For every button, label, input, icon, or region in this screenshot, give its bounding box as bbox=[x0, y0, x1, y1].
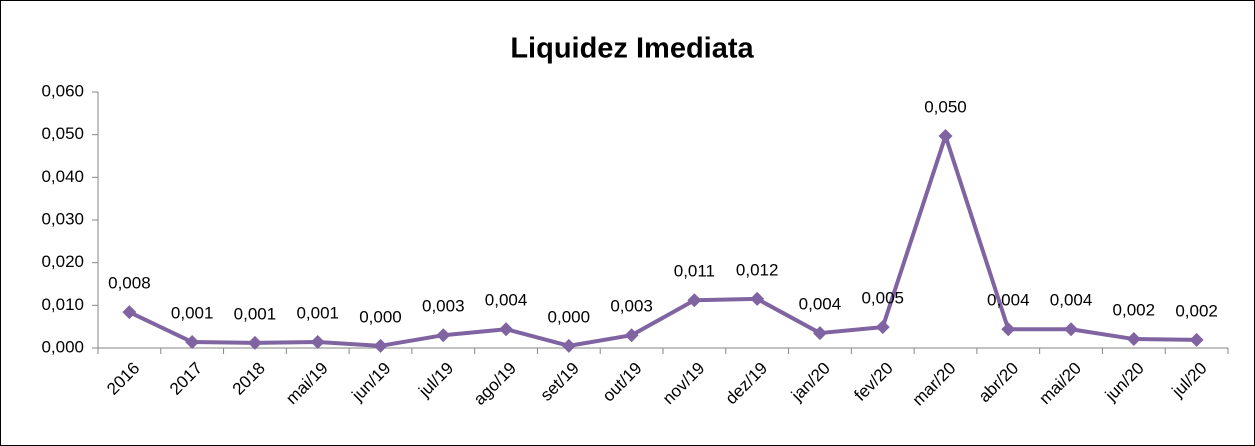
marker bbox=[624, 328, 639, 343]
data-label: 0,002 bbox=[1175, 301, 1218, 320]
marker bbox=[436, 328, 451, 343]
marker bbox=[499, 322, 514, 337]
marker bbox=[310, 335, 325, 350]
marker bbox=[561, 338, 576, 353]
marker bbox=[122, 305, 137, 320]
data-label: 0,004 bbox=[1050, 291, 1093, 310]
data-label: 0,012 bbox=[736, 260, 779, 279]
y-tick-label: 0,060 bbox=[41, 81, 84, 100]
marker bbox=[247, 335, 262, 350]
marker bbox=[875, 320, 890, 335]
y-tick-label: 0,020 bbox=[41, 252, 84, 271]
data-label: 0,002 bbox=[1113, 301, 1156, 320]
marker bbox=[687, 293, 702, 308]
data-label: 0,000 bbox=[359, 307, 402, 326]
marker bbox=[1189, 332, 1204, 347]
data-label: 0,001 bbox=[296, 304, 339, 323]
data-label: 0,001 bbox=[171, 304, 214, 323]
y-tick-label: 0,010 bbox=[41, 295, 84, 314]
data-label: 0,004 bbox=[485, 291, 528, 310]
marker bbox=[185, 335, 200, 350]
data-label: 0,003 bbox=[422, 297, 465, 316]
y-tick-label: 0,040 bbox=[41, 167, 84, 186]
y-tick-label: 0,050 bbox=[41, 124, 84, 143]
marker bbox=[938, 128, 953, 143]
marker bbox=[812, 326, 827, 341]
y-tick-label: 0,000 bbox=[41, 337, 84, 356]
data-label: 0,003 bbox=[610, 297, 653, 316]
marker bbox=[1126, 332, 1141, 347]
marker bbox=[1064, 322, 1079, 337]
data-label: 0,004 bbox=[987, 291, 1030, 310]
marker bbox=[750, 291, 765, 306]
marker bbox=[373, 338, 388, 353]
data-label: 0,011 bbox=[674, 262, 715, 281]
data-label: 0,008 bbox=[108, 274, 151, 293]
y-tick-label: 0,030 bbox=[41, 209, 84, 228]
marker bbox=[1001, 322, 1016, 337]
data-label: 0,005 bbox=[861, 289, 904, 308]
data-label: 0,001 bbox=[234, 304, 277, 323]
chart-title: Liquidez Imediata bbox=[510, 33, 754, 65]
data-label: 0,000 bbox=[548, 307, 591, 326]
series-line bbox=[128, 133, 1197, 348]
data-label: 0,050 bbox=[924, 97, 967, 116]
data-label: 0,004 bbox=[799, 295, 842, 314]
